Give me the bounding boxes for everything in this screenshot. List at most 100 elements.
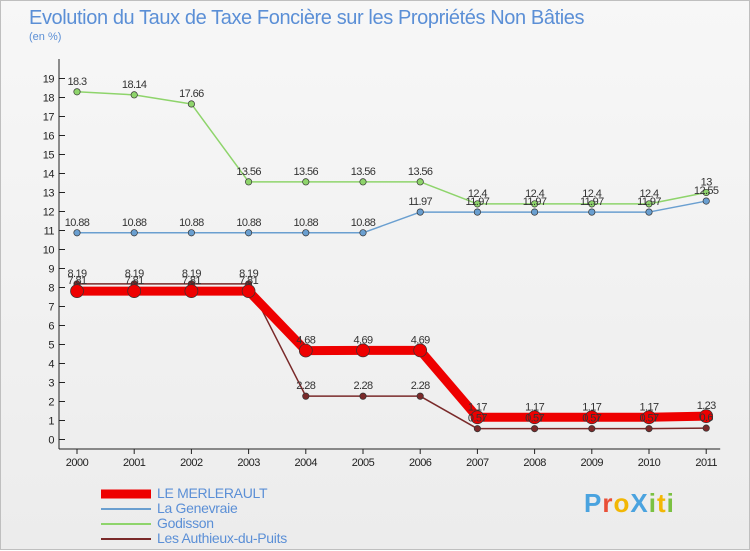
data-label: 0.6 (699, 412, 713, 424)
data-point (588, 208, 596, 216)
chart-unit-label: (en %) (29, 31, 62, 43)
proxiti-logo: ProXiti (584, 488, 675, 519)
legend-item: La Genevraie (101, 501, 287, 516)
x-tick-label: 2007 (466, 457, 489, 469)
y-tick-label: 15 (43, 150, 55, 162)
data-label: 13.56 (351, 166, 376, 178)
series-line (76, 91, 707, 205)
chart-title: Evolution du Taux de Taxe Foncière sur l… (29, 7, 585, 29)
data-label: 7.81 (239, 275, 258, 287)
series-line (77, 283, 707, 430)
y-tick-label: 0 (48, 435, 54, 447)
y-tick-label: 17 (43, 112, 55, 124)
y-tick-label: 19 (43, 74, 55, 86)
data-label: 2.28 (411, 380, 430, 392)
data-label: 11.97 (637, 196, 661, 208)
data-label: 7.81 (67, 275, 86, 287)
legend-label: LE MERLERAULT (157, 485, 268, 501)
y-tick-label: 11 (44, 226, 55, 238)
data-point (73, 88, 81, 96)
data-label: 0.57 (525, 413, 544, 425)
legend-swatch (101, 537, 151, 540)
data-label: 12.4 (582, 188, 601, 200)
data-label: 10.88 (122, 217, 147, 229)
data-label: 18.3 (67, 76, 86, 88)
data-point (473, 200, 481, 208)
data-point (245, 229, 253, 237)
series-line (77, 200, 707, 234)
data-label: 8.19 (239, 268, 258, 280)
data-point (642, 410, 656, 425)
data-label: 11.97 (580, 196, 604, 208)
data-label: 11.97 (523, 196, 547, 208)
legend-label: La Genevraie (157, 500, 238, 516)
x-tick-label: 2002 (180, 457, 203, 469)
data-label: 13.56 (408, 166, 433, 178)
data-point (527, 410, 542, 425)
data-point (241, 284, 256, 298)
data-point (130, 229, 138, 237)
data-point (302, 392, 310, 400)
data-label: 12.4 (468, 188, 487, 200)
data-point (473, 425, 481, 433)
data-point (127, 284, 142, 298)
data-label: 18.14 (122, 79, 147, 91)
y-tick-label: 8 (48, 283, 54, 295)
x-tick-label: 2005 (352, 457, 375, 469)
logo-letter: o (613, 488, 631, 518)
data-label: 4.68 (296, 335, 315, 347)
y-tick-label: 13 (43, 188, 55, 200)
data-point (359, 178, 367, 186)
data-label: 10.88 (179, 217, 204, 229)
data-label: 10.88 (351, 217, 376, 229)
data-point (130, 91, 138, 99)
y-tick-label: 16 (43, 131, 55, 143)
data-point (245, 178, 253, 186)
legend-label: Godisson (157, 515, 214, 531)
data-point (702, 197, 710, 205)
data-point (416, 178, 424, 186)
x-tick-label: 2011 (695, 457, 717, 469)
data-label: 13.56 (294, 166, 319, 178)
legend-label: Les Authieux-du-Puits (157, 530, 287, 546)
y-tick-label: 6 (48, 321, 54, 333)
data-point (702, 424, 710, 432)
data-label: 1.17 (582, 401, 601, 413)
data-point (470, 410, 485, 425)
data-label: 4.69 (411, 334, 430, 346)
data-point (473, 208, 481, 216)
data-point (184, 284, 199, 298)
legend-item: Les Authieux-du-Puits (101, 531, 287, 546)
data-point (416, 208, 424, 216)
y-tick-label: 18 (43, 93, 55, 105)
logo-letter: i (666, 488, 675, 518)
data-label: 13 (701, 177, 713, 189)
data-point (584, 410, 599, 425)
data-point (699, 409, 714, 423)
data-label: 11.97 (408, 196, 432, 208)
data-point (645, 425, 653, 433)
data-label: 10.88 (294, 217, 319, 229)
legend-swatch (101, 489, 151, 498)
x-tick-label: 2001 (123, 457, 146, 469)
data-label: 4.69 (353, 334, 372, 346)
data-label: 0.57 (639, 413, 658, 425)
y-tick-label: 5 (48, 340, 54, 352)
data-label: 7.81 (182, 275, 201, 287)
data-point (70, 284, 84, 298)
x-tick-label: 2004 (295, 457, 318, 469)
data-point (302, 178, 310, 186)
y-tick-label: 4 (48, 359, 54, 371)
x-tick-label: 2010 (638, 457, 661, 469)
x-tick-label: 2008 (523, 457, 546, 469)
x-tick-label: 2003 (237, 457, 260, 469)
data-label: 1.17 (468, 401, 487, 413)
data-label: 8.19 (67, 268, 86, 280)
data-label: 1.23 (697, 400, 716, 412)
data-label: 12.4 (639, 188, 658, 200)
legend-item: Godisson (101, 516, 287, 531)
y-tick-label: 14 (43, 169, 55, 181)
data-label: 8.19 (182, 268, 201, 280)
